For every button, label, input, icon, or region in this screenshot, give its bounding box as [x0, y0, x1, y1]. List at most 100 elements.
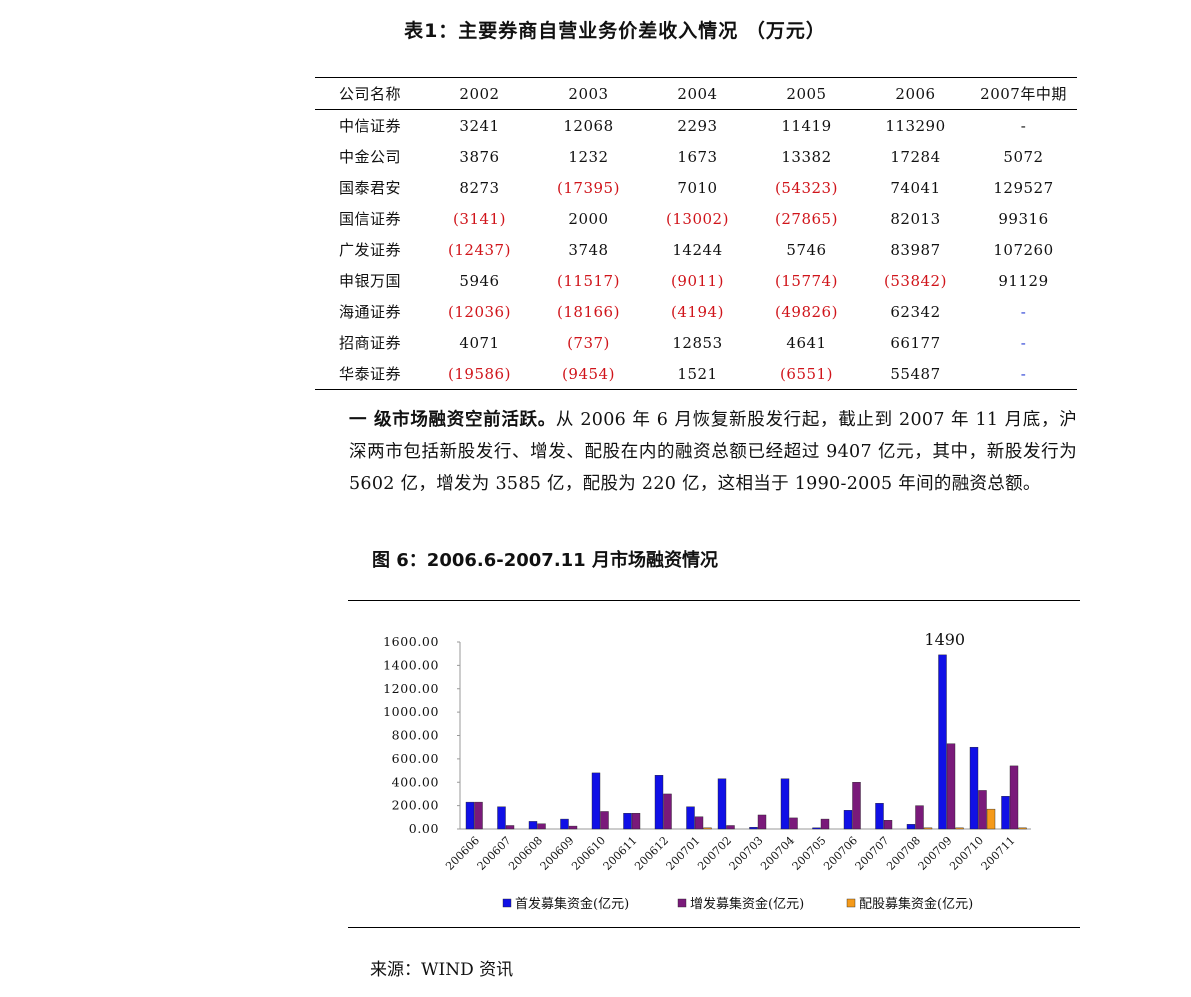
bar-rights — [923, 827, 933, 830]
bar-follow-on — [820, 818, 830, 830]
x-tick-label: 200704 — [758, 834, 797, 873]
value-cell: 3241 — [459, 116, 500, 135]
value-cell: (11517) — [557, 271, 620, 290]
bar-ipo — [1001, 796, 1010, 830]
company-name-cell: 广发证券 — [338, 241, 401, 259]
bar-rights — [703, 827, 712, 830]
value-cell: 2000 — [568, 209, 609, 228]
x-tick-label: 200607 — [475, 834, 514, 873]
bar-rights — [986, 808, 996, 830]
bar-follow-on — [978, 790, 987, 830]
brokerage-table: 公司名称 2002 2003 2004 2005 2006 2007年中期 中信证券 3241… — [315, 77, 1077, 390]
bar-ipo — [749, 827, 758, 830]
bar-ipo — [654, 775, 664, 830]
value-cell: 74041 — [890, 178, 941, 197]
table-row: 国信证券 (3141) 2000 (13002) (27865) 82013 99316 — [315, 203, 1077, 234]
value-cell: 1521 — [677, 364, 718, 383]
bar-rights — [1018, 827, 1027, 830]
value-cell: 4071 — [459, 333, 500, 352]
value-cell: - — [1020, 302, 1027, 321]
y-tick-label: 1400.00 — [383, 657, 439, 672]
value-cell: (49826) — [775, 302, 838, 321]
column-header: 公司名称 — [338, 85, 401, 103]
bar-follow-on — [757, 814, 767, 830]
company-name-cell: 华泰证券 — [338, 365, 401, 383]
value-cell: (4194) — [671, 302, 724, 321]
x-tick-label: 200711 — [979, 834, 1018, 873]
bar-follow-on — [505, 825, 515, 830]
legend-label: 增发募集资金(亿元) — [690, 896, 804, 912]
value-cell: 3748 — [568, 240, 609, 259]
value-cell: 3876 — [459, 147, 500, 166]
legend-label: 配股募集资金(亿元) — [859, 896, 973, 912]
bar-ipo — [717, 778, 727, 830]
value-cell: 1232 — [568, 147, 609, 166]
value-cell: 55487 — [890, 364, 941, 383]
bar-ipo — [875, 803, 884, 830]
bar-follow-on — [631, 813, 641, 830]
x-tick-label: 200702 — [695, 834, 734, 873]
bar-ipo — [528, 821, 538, 830]
y-tick-label: 600.00 — [392, 751, 439, 766]
value-cell: 99316 — [998, 209, 1049, 228]
value-cell: 14244 — [672, 240, 723, 259]
bar-follow-on — [883, 820, 893, 830]
y-tick-label: 1600.00 — [383, 634, 439, 649]
value-cell: (12036) — [448, 302, 511, 321]
value-cell: 107260 — [993, 240, 1054, 259]
value-cell: (53842) — [884, 271, 947, 290]
bar-follow-on — [537, 823, 546, 830]
value-cell: 12853 — [672, 333, 723, 352]
bar-follow-on — [568, 825, 578, 830]
body-paragraph: 一 级市场融资空前活跃。从 2006 年 6 月恢复新股发行起，截止到 2007… — [349, 404, 1077, 500]
x-tick-label: 200708 — [884, 834, 923, 873]
x-tick-label: 200709 — [916, 834, 955, 873]
bar-ipo — [938, 654, 947, 830]
value-cell: 1673 — [677, 147, 718, 166]
x-tick-label: 200703 — [727, 834, 766, 873]
column-header: 2003 — [568, 84, 609, 103]
column-header: 2002 — [459, 84, 500, 103]
table-title: 表1：主要券商自营业务价差收入情况 （万元） — [404, 20, 826, 42]
value-cell: 2293 — [677, 116, 718, 135]
paragraph-text: 从 2006 年 6 月恢复新股发行起，截止到 2007 年 11 月底，沪深两… — [349, 410, 1077, 494]
value-cell: - — [1020, 333, 1027, 352]
x-tick-label: 200609 — [538, 834, 577, 873]
value-cell: 17284 — [890, 147, 941, 166]
table-row: 招商证券 4071 (737) 12853 4641 66177 - — [315, 327, 1077, 358]
figure-source: 来源：WIND 资讯 — [370, 960, 514, 980]
y-tick-label: 1200.00 — [383, 681, 439, 696]
value-cell: 8273 — [459, 178, 500, 197]
legend-swatch — [846, 898, 856, 908]
company-name-cell: 中信证券 — [338, 117, 401, 135]
value-cell: 83987 — [890, 240, 941, 259]
x-tick-label: 200705 — [790, 834, 829, 873]
table-header-row: 公司名称 2002 2003 2004 2005 2006 2007年中期 — [315, 77, 1077, 110]
bar-follow-on — [600, 811, 609, 830]
bar-follow-on — [694, 816, 704, 830]
value-cell: 66177 — [890, 333, 941, 352]
value-cell: 62342 — [890, 302, 941, 321]
bar-ipo — [591, 772, 601, 830]
value-cell: 5072 — [1003, 147, 1044, 166]
financing-bar-chart: 1600.00 1400.00 1200.00 1000.00 800.00 600.00… — [383, 630, 1031, 912]
value-cell: (13002) — [666, 209, 729, 228]
value-cell: (18166) — [557, 302, 620, 321]
value-cell: 129527 — [993, 178, 1054, 197]
value-cell: 11419 — [781, 116, 832, 135]
x-tick-label: 200707 — [853, 834, 892, 873]
bar-follow-on — [726, 825, 735, 830]
table-row: 国泰君安 8273 (17395) 7010 (54323) 74041 129527 — [315, 172, 1077, 203]
y-tick-label: 1000.00 — [383, 704, 439, 719]
table-row: 华泰证券 (19586) (9454) 1521 (6551) 55487 - — [315, 358, 1077, 390]
value-cell: (19586) — [448, 364, 511, 383]
x-tick-label: 200606 — [443, 834, 482, 873]
legend-swatch — [677, 898, 687, 908]
x-tick-label: 200610 — [569, 834, 608, 873]
value-cell: 4641 — [786, 333, 827, 352]
bar-follow-on — [663, 793, 672, 830]
peak-annotation: 1490 — [924, 630, 965, 649]
column-header: 2005 — [786, 84, 827, 103]
bar-follow-on — [474, 801, 483, 830]
y-tick-label: 800.00 — [392, 728, 439, 743]
